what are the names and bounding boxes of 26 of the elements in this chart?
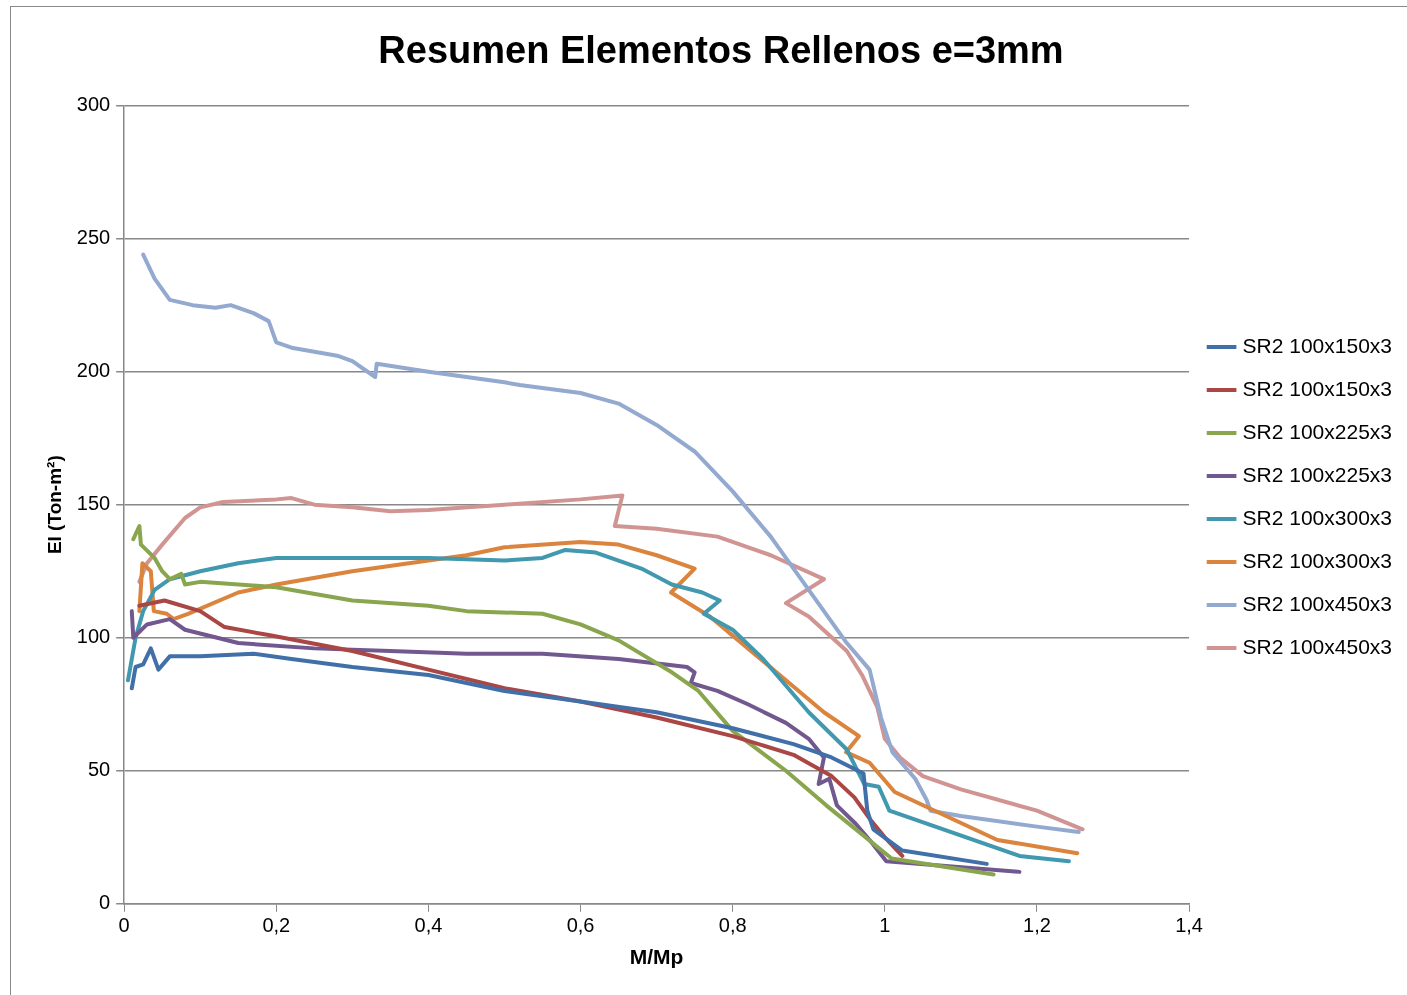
x-tick-label: 0,6 bbox=[566, 914, 595, 937]
legend-label: SR2 100x150x3 bbox=[1242, 333, 1393, 357]
x-axis-title: M/Mp bbox=[629, 945, 684, 969]
x-tick-label: 0,4 bbox=[414, 914, 443, 937]
legend-label: SR2 100x450x3 bbox=[1242, 591, 1393, 615]
x-tick-label: 0 bbox=[118, 914, 130, 937]
chart-title: Resumen Elementos Rellenos e=3mm bbox=[378, 29, 1064, 72]
legend-label: SR2 100x150x3 bbox=[1242, 376, 1393, 400]
legend-label: SR2 100x225x3 bbox=[1242, 419, 1393, 443]
y-tick-label: 300 bbox=[76, 93, 111, 116]
x-tick-label: 1 bbox=[879, 914, 891, 937]
y-tick-label: 150 bbox=[76, 492, 111, 515]
y-tick-label: 50 bbox=[87, 758, 111, 781]
x-tick-label: 0,8 bbox=[718, 914, 747, 937]
y-tick-label: 0 bbox=[99, 891, 111, 914]
legend-label: SR2 100x300x3 bbox=[1242, 548, 1393, 572]
y-tick-label: 200 bbox=[76, 359, 111, 382]
y-tick-label: 250 bbox=[76, 226, 111, 249]
y-axis-title: EI (Ton-m²) bbox=[43, 455, 65, 555]
x-tick-label: 1,4 bbox=[1175, 914, 1203, 937]
legend-label: SR2 100x225x3 bbox=[1242, 462, 1393, 486]
legend-label: SR2 100x450x3 bbox=[1242, 634, 1393, 658]
y-tick-label: 100 bbox=[76, 625, 111, 648]
x-tick-label: 0,2 bbox=[262, 914, 291, 937]
x-tick-label: 1,2 bbox=[1023, 914, 1051, 937]
legend-label: SR2 100x300x3 bbox=[1242, 505, 1393, 529]
